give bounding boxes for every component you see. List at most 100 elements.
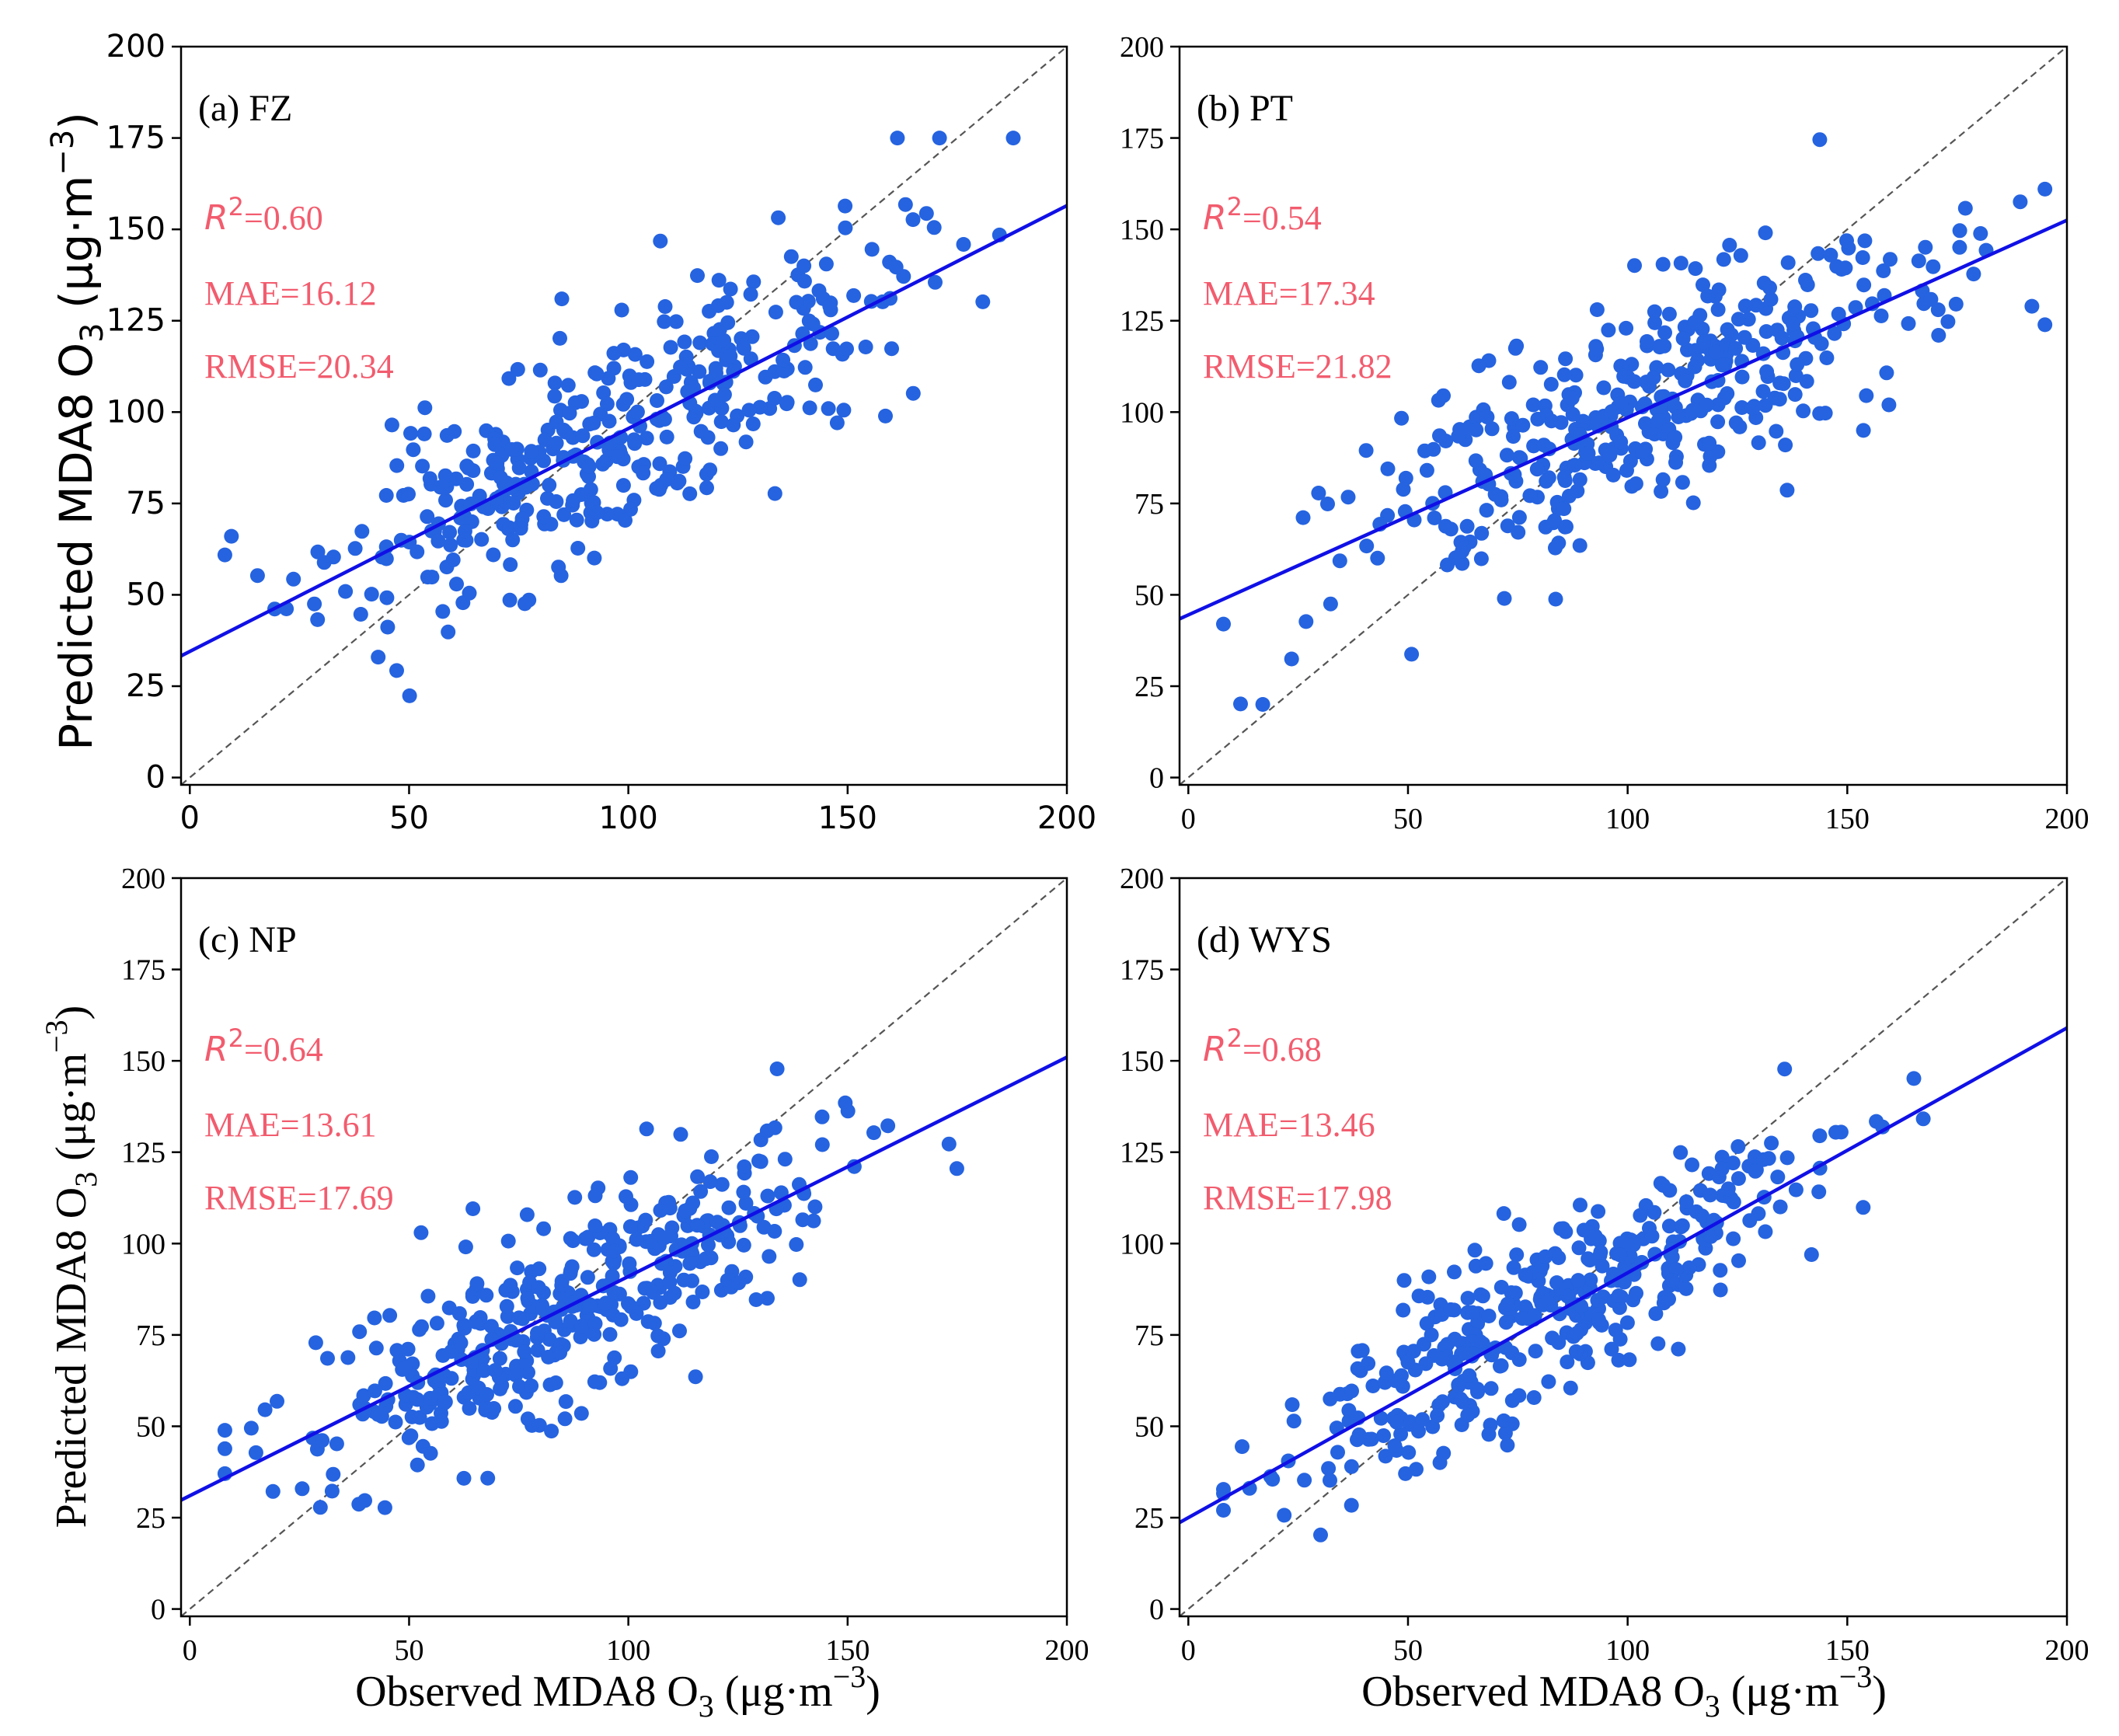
data-point (1688, 261, 1703, 277)
data-point (217, 547, 232, 563)
data-point (479, 1387, 494, 1402)
data-point (1591, 455, 1607, 471)
data-point (1786, 316, 1800, 332)
data-point (1395, 1379, 1410, 1394)
data-point (1564, 390, 1580, 406)
data-point (1321, 1461, 1337, 1476)
data-point (1496, 1206, 1511, 1222)
data-point (721, 1200, 737, 1215)
y-tick-label: 200 (121, 863, 166, 895)
data-point (1396, 482, 1411, 497)
data-point (1538, 1249, 1553, 1264)
data-point (975, 294, 991, 309)
data-point (606, 1256, 622, 1271)
data-point (551, 559, 566, 575)
data-point (1370, 550, 1385, 566)
data-point (814, 1109, 830, 1124)
data-point (1819, 350, 1835, 365)
data-point (866, 1125, 881, 1141)
data-point (643, 1233, 658, 1249)
data-point (1483, 1381, 1499, 1396)
data-point (1839, 233, 1854, 249)
data-point (613, 1312, 629, 1327)
data-point (682, 1256, 698, 1271)
data-point (458, 1239, 473, 1255)
x-tick-label: 200 (1037, 800, 1096, 836)
data-point (639, 1121, 654, 1137)
data-point (1685, 495, 1701, 511)
data-point (1827, 326, 1842, 341)
data-point (1452, 422, 1468, 437)
data-point (1601, 322, 1616, 338)
data-point (315, 1433, 330, 1448)
data-point (1380, 461, 1396, 476)
data-point (1571, 1240, 1587, 1256)
data-point (410, 1392, 425, 1407)
r2-annotation: R2=0.68 (1203, 1023, 1322, 1069)
data-point (1400, 1354, 1416, 1370)
data-point (1418, 1356, 1434, 1372)
data-point (1798, 273, 1813, 288)
data-point (838, 198, 853, 214)
data-point (519, 1207, 535, 1222)
data-point (690, 268, 705, 284)
data-point (437, 468, 453, 483)
data-point (354, 524, 370, 539)
data-point (1804, 1247, 1819, 1262)
data-point (1398, 470, 1413, 486)
panel-pt: 0 50 100 150 200 0 25 50 75 100 125 150 175 200 (b) PT… (1120, 31, 2089, 835)
x-tick-label: 200 (2045, 803, 2089, 835)
data-point (1451, 1379, 1466, 1393)
data-point (1716, 252, 1731, 267)
data-point (1493, 1280, 1509, 1295)
data-point (435, 1347, 451, 1363)
data-point (474, 532, 490, 547)
data-point (587, 1374, 602, 1389)
data-point (1755, 384, 1771, 399)
data-point (1323, 596, 1338, 612)
data-point (596, 385, 612, 400)
regression-line (1180, 218, 2067, 621)
data-point (1906, 1071, 1922, 1086)
data-point (1613, 434, 1629, 450)
y-tick-label: 25 (1134, 1502, 1164, 1535)
data-point (1535, 1297, 1551, 1312)
data-point (1298, 614, 1314, 629)
data-point (1340, 490, 1356, 505)
data-point (249, 568, 265, 584)
data-point (524, 444, 539, 459)
data-point (1478, 1256, 1493, 1271)
data-point (1255, 697, 1270, 712)
data-point (1396, 1273, 1412, 1288)
data-point (1619, 1315, 1635, 1330)
data-point (1509, 1247, 1525, 1263)
x-tick-label: 0 (180, 800, 200, 836)
data-point (636, 1295, 651, 1311)
data-point (589, 505, 605, 521)
data-point (1776, 376, 1791, 392)
data-point (676, 1272, 692, 1288)
data-point (618, 513, 633, 528)
data-point (702, 462, 718, 478)
data-point (1763, 291, 1779, 307)
y-tick-label: 50 (1134, 579, 1164, 612)
panel-np: 0 50 100 150 200 0 25 50 75 100 125 150 175 200 (c) NP… (121, 863, 1089, 1667)
x-tick-label: 50 (389, 800, 429, 836)
data-point (1682, 1260, 1697, 1275)
data-point (1702, 458, 1717, 473)
data-point (1570, 483, 1585, 499)
panel-label: (d) WYS (1197, 919, 1332, 960)
data-point (382, 1308, 398, 1323)
data-point (536, 509, 552, 525)
data-point (1772, 1199, 1788, 1215)
data-point (415, 458, 430, 474)
data-point (692, 364, 707, 379)
data-point (530, 1326, 545, 1341)
data-point (504, 442, 520, 457)
x-tick-label: 150 (818, 800, 877, 836)
data-point (1930, 302, 1946, 318)
data-point (351, 1497, 367, 1512)
data-point (1633, 1208, 1648, 1223)
data-point (1511, 510, 1527, 525)
y-tick-label: 50 (136, 1410, 166, 1443)
